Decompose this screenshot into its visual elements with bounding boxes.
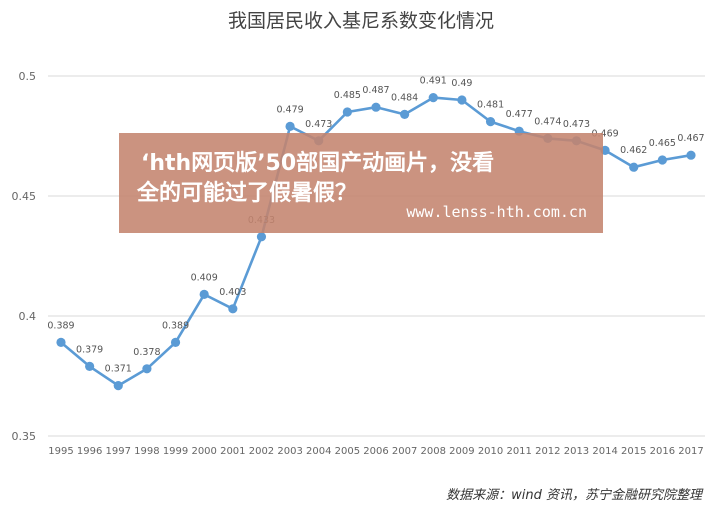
watermark-text-line1: ‘hth网页版’50部国产动画片，没看 <box>141 151 495 176</box>
data-label: 0.473 <box>563 119 590 130</box>
data-label: 0.481 <box>477 100 504 111</box>
data-point <box>428 93 438 103</box>
data-label: 0.487 <box>362 85 389 96</box>
data-label: 0.474 <box>534 116 561 127</box>
y-tick-label: 0.4 <box>19 310 37 323</box>
data-point <box>199 289 209 299</box>
x-tick-label: 2015 <box>621 446 646 457</box>
watermark-url: www.lenss-hth.com.cn <box>406 203 587 221</box>
data-label: 0.389 <box>47 320 74 331</box>
x-tick-label: 2007 <box>392 446 417 457</box>
data-label: 0.49 <box>451 78 472 89</box>
x-tick-label: 2016 <box>650 446 675 457</box>
x-tick-label: 2011 <box>506 446 531 457</box>
data-point <box>686 150 696 160</box>
x-tick-label: 2013 <box>564 446 589 457</box>
data-point <box>342 107 352 117</box>
watermark-overlay: ‘hth网页版’50部国产动画片，没看 全的可能过了假暑假？ www.lenss… <box>119 133 603 233</box>
data-label: 0.379 <box>76 344 103 355</box>
x-tick-label: 2014 <box>592 446 617 457</box>
data-label: 0.484 <box>391 92 418 103</box>
data-label: 0.378 <box>133 347 160 358</box>
x-tick-label: 2012 <box>535 446 560 457</box>
data-label: 0.403 <box>219 287 246 298</box>
chart-title: 我国居民收入基尼系数变化情况 <box>227 10 494 32</box>
y-axis-ticks: 0.35 0.4 0.45 0.5 <box>12 70 37 443</box>
x-tick-label: 2000 <box>191 446 216 457</box>
data-label: 0.465 <box>649 138 676 149</box>
data-label: 0.462 <box>620 145 647 156</box>
y-tick-label: 0.35 <box>12 430 37 443</box>
x-tick-label: 2006 <box>363 446 388 457</box>
x-tick-label: 2001 <box>220 446 245 457</box>
data-point <box>113 381 123 391</box>
x-tick-label: 2008 <box>421 446 446 457</box>
x-axis-ticks: 1995 1996 1997 1998 1999 2000 2001 2002 2003 2004… <box>48 446 703 457</box>
data-label: 0.371 <box>105 364 132 375</box>
x-tick-label: 2017 <box>678 446 703 457</box>
x-tick-label: 2002 <box>249 446 274 457</box>
x-tick-label: 2004 <box>306 446 331 457</box>
data-label: 0.485 <box>334 90 361 101</box>
data-point <box>657 155 667 165</box>
x-tick-label: 1997 <box>106 446 131 457</box>
x-tick-label: 1998 <box>134 446 159 457</box>
data-point <box>457 95 467 105</box>
data-point <box>56 337 66 347</box>
data-label: 0.477 <box>506 109 533 120</box>
data-point <box>142 364 152 374</box>
data-point <box>170 337 181 347</box>
data-label: 0.389 <box>162 320 189 331</box>
x-tick-label: 1996 <box>77 446 102 457</box>
x-tick-label: 2005 <box>335 446 360 457</box>
data-point <box>285 121 295 131</box>
x-tick-label: 2010 <box>478 446 503 457</box>
data-point <box>485 117 496 127</box>
data-point <box>228 304 238 314</box>
data-label: 0.409 <box>191 272 218 283</box>
watermark-text-line2: 全的可能过了假暑假？ <box>137 181 358 206</box>
data-label: 0.473 <box>305 119 332 130</box>
data-label: 0.469 <box>591 128 618 139</box>
data-point <box>400 109 410 119</box>
data-source-note: 数据来源：wind 资讯，苏宁金融研究院整理 <box>446 488 702 503</box>
data-point <box>85 361 95 371</box>
y-tick-label: 0.5 <box>19 70 37 83</box>
x-tick-label: 1995 <box>48 446 73 457</box>
data-label: 0.467 <box>677 133 704 144</box>
data-point <box>629 162 639 172</box>
y-tick-label: 0.45 <box>12 190 37 203</box>
x-tick-label: 2003 <box>277 446 302 457</box>
data-point <box>371 102 381 112</box>
data-point <box>256 232 267 242</box>
data-label: 0.491 <box>420 76 447 87</box>
x-tick-label: 1999 <box>163 446 188 457</box>
data-label: 0.479 <box>276 104 303 115</box>
x-tick-label: 2009 <box>449 446 474 457</box>
